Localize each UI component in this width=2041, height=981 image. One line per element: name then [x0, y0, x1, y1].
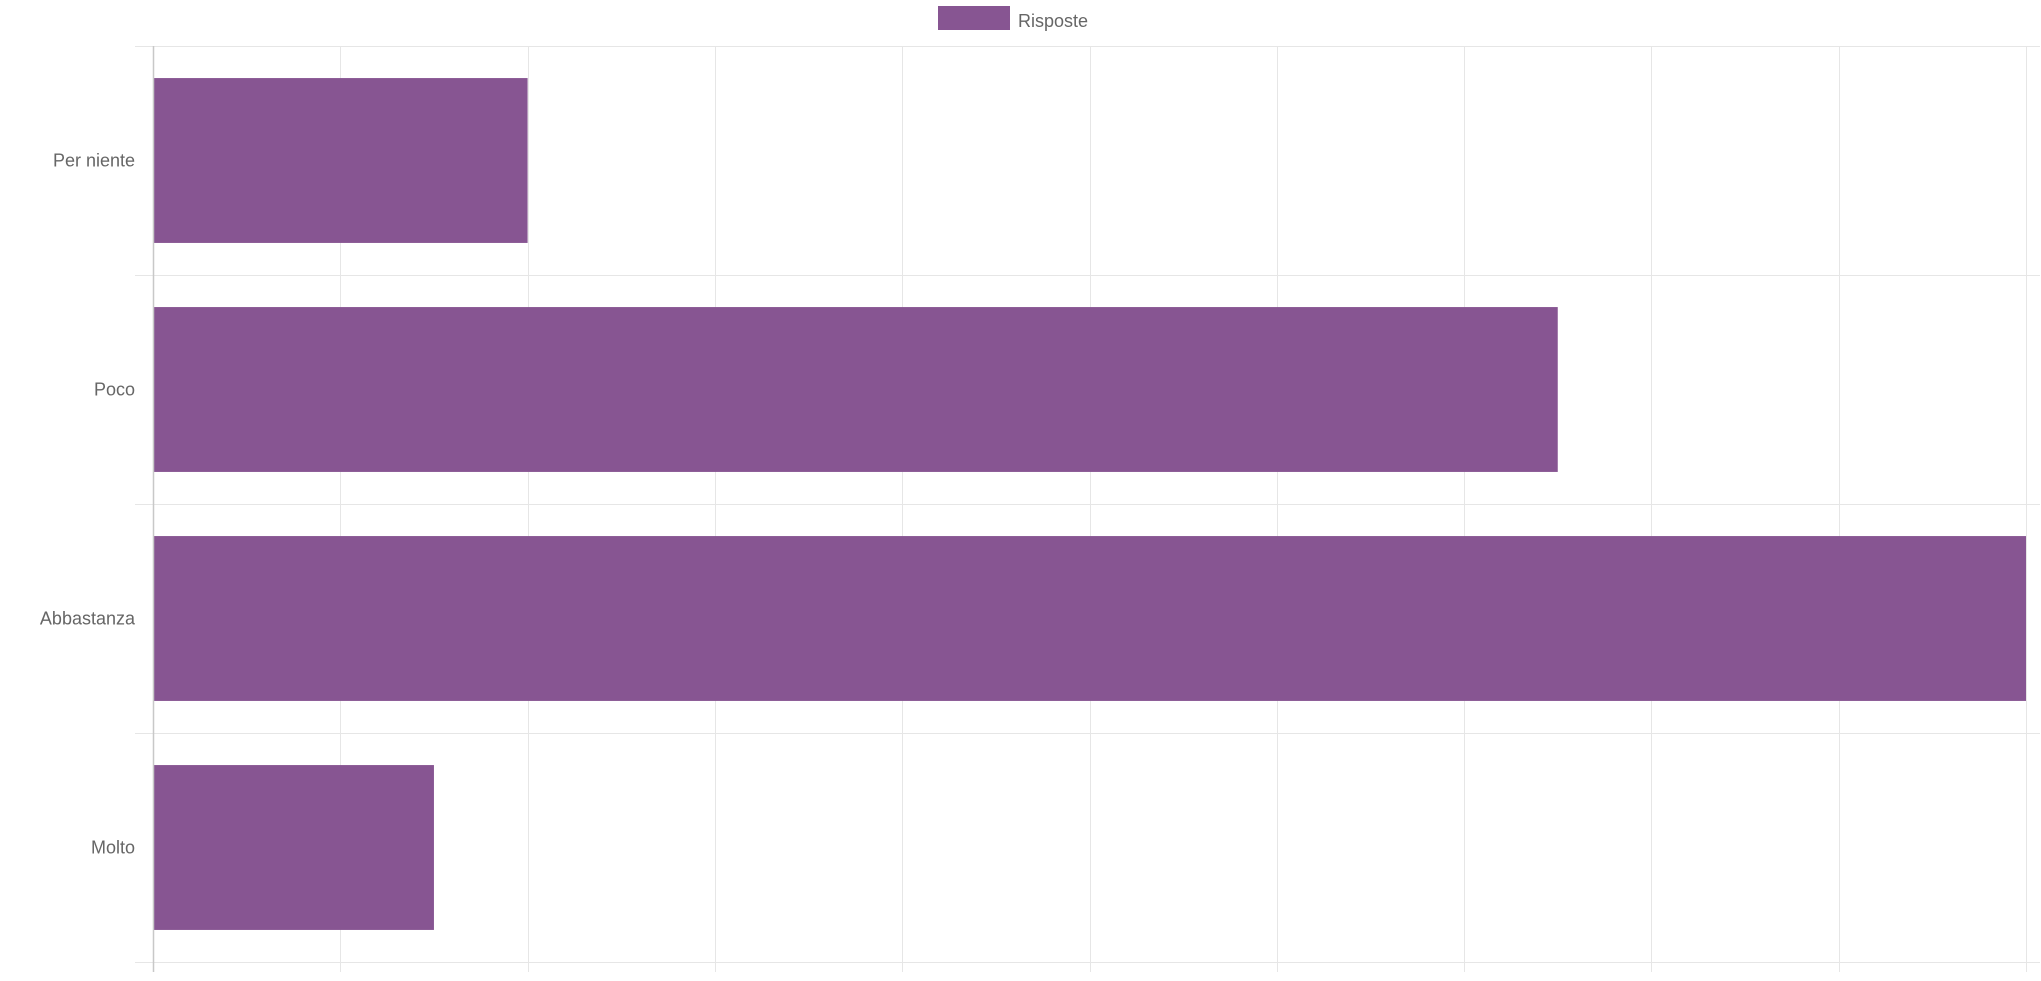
category-label: Abbastanza [40, 609, 136, 629]
bar-molto[interactable] [153, 765, 434, 930]
bar-per-niente[interactable] [153, 78, 528, 243]
legend[interactable]: Risposte [938, 6, 1088, 31]
legend-swatch-risposte[interactable] [938, 6, 1010, 30]
bars-layer [153, 78, 2026, 930]
category-labels: Per niente Poco Abbastanza Molto [40, 151, 136, 858]
bar-poco[interactable] [153, 307, 1558, 472]
category-label: Per niente [53, 151, 135, 171]
bar-abbastanza[interactable] [153, 536, 2026, 701]
category-label: Molto [91, 838, 135, 858]
grid-layer [135, 46, 2040, 972]
legend-label-risposte[interactable]: Risposte [1018, 11, 1088, 31]
category-label: Poco [94, 380, 135, 400]
